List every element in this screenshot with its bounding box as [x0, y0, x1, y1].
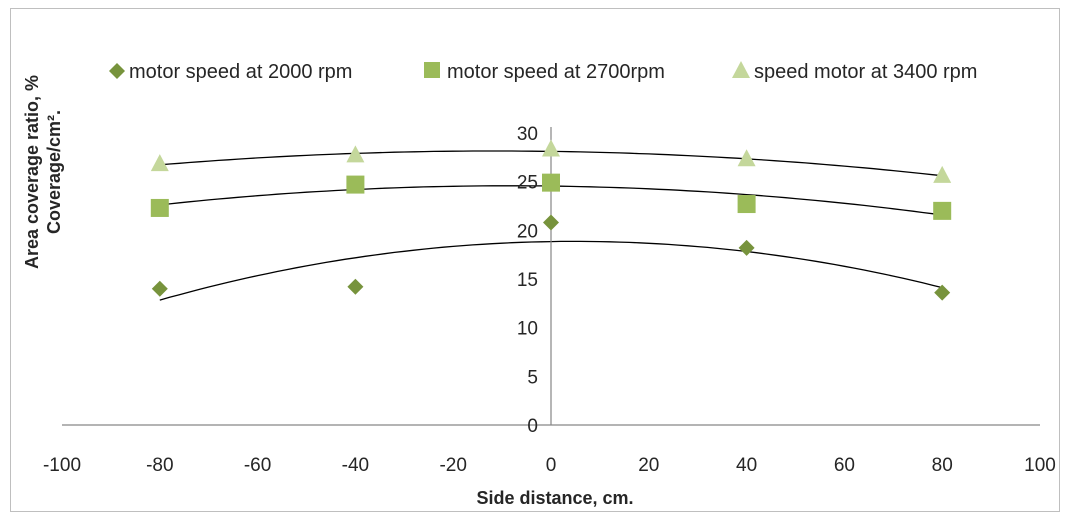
legend-label-2000rpm: motor speed at 2000 rpm [129, 61, 352, 83]
y-tick-labels: 0 5 10 15 20 25 30 [517, 124, 538, 437]
x-tick-label: -60 [244, 455, 271, 476]
y-tick-label: 30 [517, 124, 538, 145]
legend-square-marker [424, 62, 440, 78]
y-axis-title-line1: Area coverage ratio, % [22, 75, 42, 269]
data-point-square [150, 198, 169, 217]
x-tick-labels: -100 -80 -60 -40 -20 0 20 40 60 80 100 [43, 455, 1056, 476]
legend-item-2700rpm: motor speed at 2700rpm [424, 61, 665, 83]
y-tick-label: 25 [517, 173, 538, 194]
legend: motor speed at 2000 rpm motor speed at 2… [109, 61, 977, 83]
data-point-square [737, 195, 756, 214]
x-axis-title: Side distance, cm. [476, 488, 633, 508]
legend-item-2000rpm: motor speed at 2000 rpm [109, 61, 352, 83]
y-axis-title: Area coverage ratio, % Coverage/cm². [22, 75, 64, 269]
data-point-square [542, 173, 560, 192]
x-tick-label: 80 [932, 455, 953, 476]
y-tick-label: 10 [517, 319, 538, 340]
x-tick-label: -20 [439, 455, 466, 476]
x-tick-label: -100 [43, 455, 81, 476]
x-tick-label: -80 [146, 455, 173, 476]
y-tick-label: 5 [527, 367, 538, 388]
legend-triangle-marker [732, 61, 750, 78]
x-tick-label: 0 [546, 455, 557, 476]
data-point-diamond [738, 239, 755, 256]
data-point-triangle [346, 145, 365, 163]
data-point-square [933, 201, 952, 220]
data-point-diamond [543, 214, 559, 231]
x-tick-label: 60 [834, 455, 855, 476]
data-point-square [346, 175, 365, 194]
y-tick-label: 0 [527, 416, 538, 437]
x-tick-label: 20 [638, 455, 659, 476]
data-point-diamond [934, 284, 951, 301]
data-point-triangle [737, 149, 756, 167]
legend-diamond-marker [109, 63, 125, 79]
data-point-triangle [150, 154, 169, 172]
data-point-triangle [542, 139, 560, 157]
legend-label-2700rpm: motor speed at 2700rpm [447, 61, 665, 83]
y-axis-title-line2: Coverage/cm². [44, 110, 64, 234]
x-tick-label: -40 [342, 455, 369, 476]
x-tick-label: 40 [736, 455, 757, 476]
data-point-triangle [933, 165, 952, 183]
legend-label-3400rpm: speed motor at 3400 rpm [754, 61, 977, 83]
x-tick-label: 100 [1024, 455, 1056, 476]
data-point-diamond [347, 278, 364, 295]
data-points [150, 139, 952, 301]
y-tick-label: 20 [517, 221, 538, 242]
chart-frame [10, 8, 1060, 512]
y-tick-label: 15 [517, 270, 538, 291]
legend-item-3400rpm: speed motor at 3400 rpm [732, 61, 977, 83]
data-point-diamond [151, 280, 168, 297]
